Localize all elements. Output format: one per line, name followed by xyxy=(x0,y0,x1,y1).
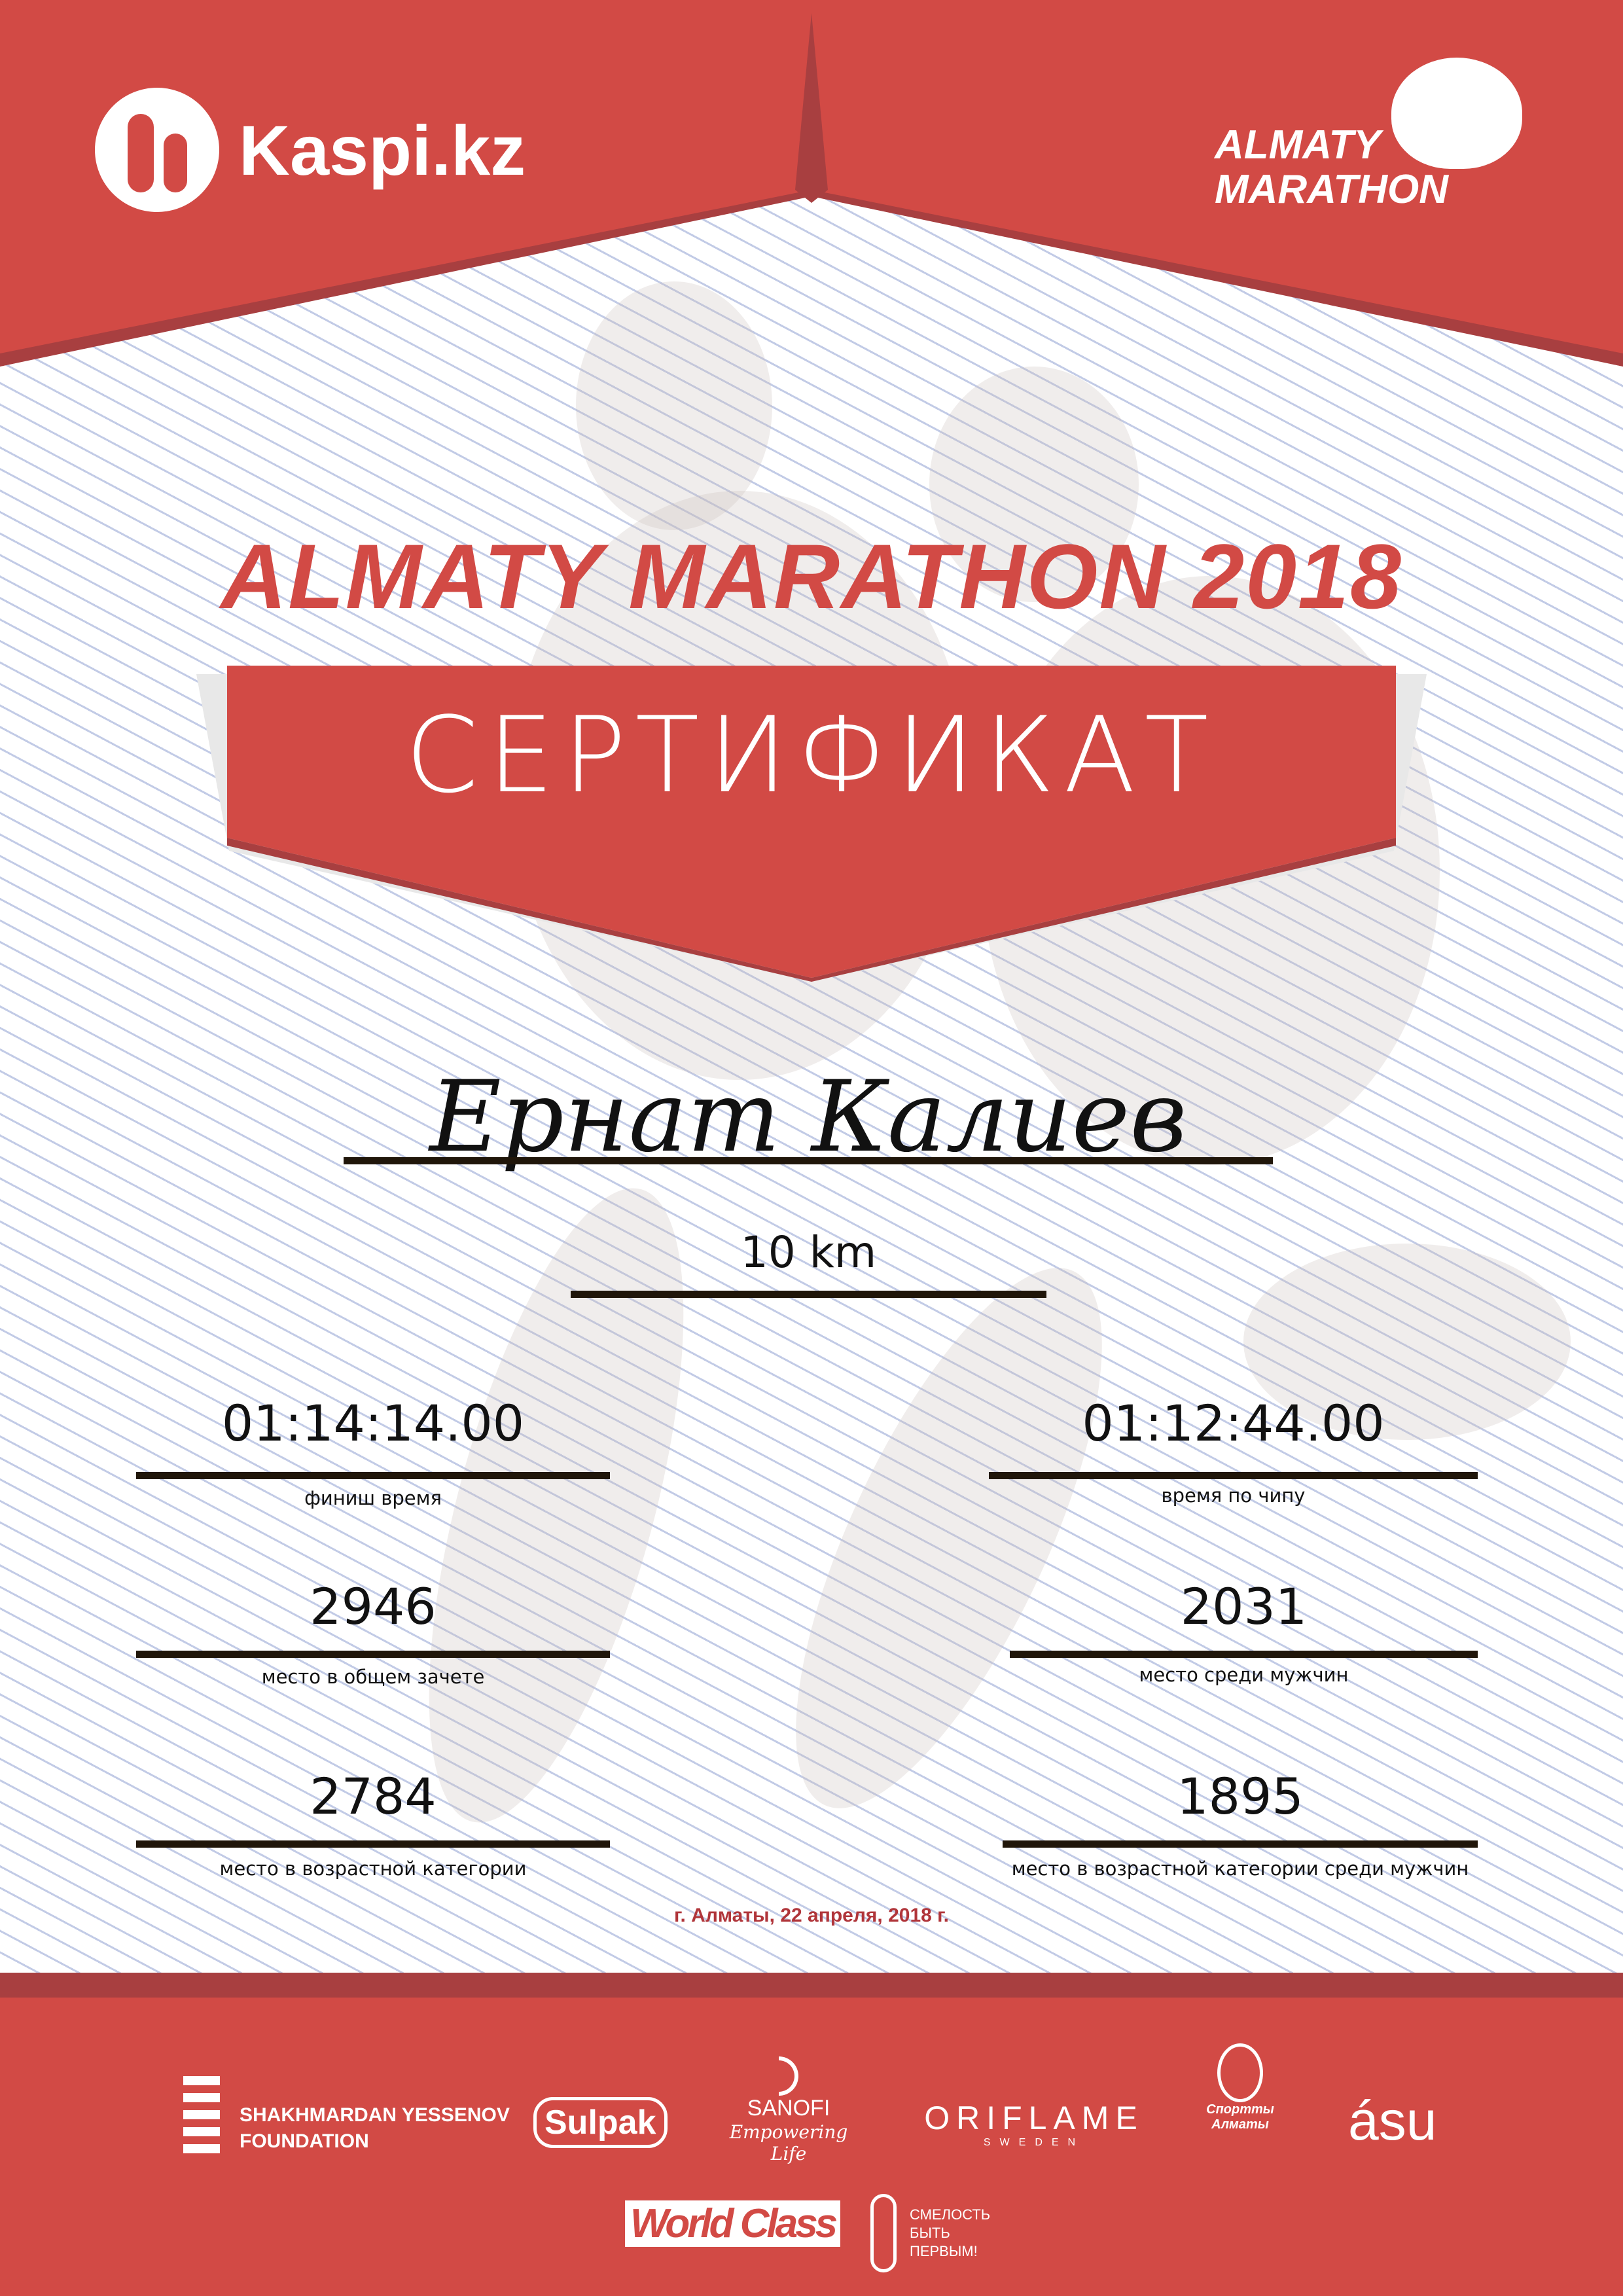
event-title: ALMATY MARATHON 2018 xyxy=(221,525,1402,628)
certificate-heading: СЕРТИФИКАТ xyxy=(405,694,1218,816)
distance: 10 km xyxy=(740,1227,877,1278)
sanofi-icon xyxy=(779,2056,798,2096)
runner-icon xyxy=(1391,58,1522,169)
footer: SHAKHMARDAN YESSENOV FOUNDATION Sulpak S… xyxy=(0,1973,1623,2296)
fund-figure-icon xyxy=(870,2194,897,2272)
kaspi-logo: Kaspi.kz xyxy=(95,88,526,212)
fund-logo: СМЕЛОСТЬ БЫТЬ ПЕРВЫМ! xyxy=(870,2194,990,2272)
yessenov-text2: FOUNDATION xyxy=(240,2130,369,2152)
sulpak-logo: Sulpak xyxy=(533,2097,668,2148)
worldclass-logo: World Class xyxy=(625,2200,841,2247)
sport-almaty-text: Спортты Алматы xyxy=(1206,2102,1274,2132)
name-underline xyxy=(344,1157,1273,1164)
sanofi-text: SANOFI xyxy=(747,2096,830,2121)
kaspi-wordmark: Kaspi.kz xyxy=(239,110,526,190)
logo-line1: ALMATY xyxy=(1215,122,1381,168)
fund-text3: ПЕРВЫМ! xyxy=(910,2243,978,2259)
almaty-marathon-logo: ALMATY MARATHON xyxy=(1215,58,1529,215)
sanofi-logo: SANOFI Empowering Life xyxy=(726,2056,851,2164)
certificate-banner xyxy=(196,666,1427,982)
header-banner xyxy=(0,0,1623,367)
sport-almaty-logo: Спортты Алматы xyxy=(1201,2043,1279,2132)
yessenov-logo: SHAKHMARDAN YESSENOV FOUNDATION xyxy=(183,2076,510,2155)
yessenov-text1: SHAKHMARDAN YESSENOV xyxy=(240,2104,510,2126)
logo-line2: MARATHON xyxy=(1215,167,1449,212)
background-pattern xyxy=(0,0,1623,1973)
participant-name: Ернат Калиев xyxy=(429,1060,1187,1174)
sanofi-tagline: Empowering Life xyxy=(729,2121,848,2164)
sport-almaty-icon xyxy=(1217,2043,1263,2102)
oriflame-text: ORIFLAME xyxy=(924,2100,1144,2136)
oriflame-sub: SWEDEN xyxy=(983,2137,1085,2148)
distance-underline xyxy=(571,1291,1046,1298)
asu-logo: ásu xyxy=(1348,2090,1437,2151)
fund-text1: СМЕЛОСТЬ xyxy=(910,2206,991,2223)
yessenov-icon xyxy=(183,2076,220,2155)
kaspi-icon xyxy=(95,88,219,212)
fund-text2: БЫТЬ xyxy=(910,2225,950,2241)
issue-date: г. Алматы, 22 апреля, 2018 г. xyxy=(674,1905,949,1926)
oriflame-logo: ORIFLAME SWEDEN xyxy=(924,2099,1144,2149)
